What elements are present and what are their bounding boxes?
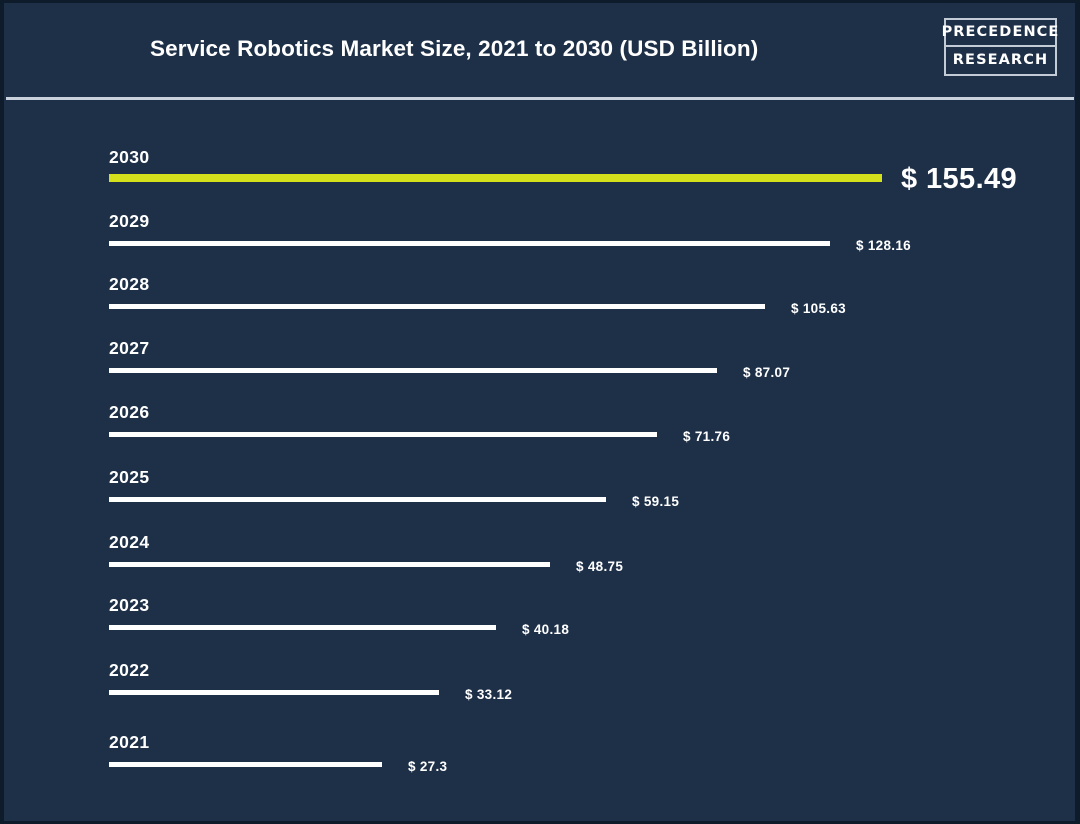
bar-value-label-2024: $ 48.75 <box>576 559 624 574</box>
bar-2030 <box>109 174 882 182</box>
bar-category-label-2023: 2023 <box>109 595 150 615</box>
chart-header: Service Robotics Market Size, 2021 to 20… <box>4 3 1076 95</box>
bar-group-2026: 2026 $ 71.76 <box>4 397 1076 444</box>
bar-category-label-2029: 2029 <box>109 211 150 231</box>
bar-category-label-2030: 2030 <box>109 147 150 167</box>
bar-2025 <box>109 497 606 502</box>
bar-category-label-2024: 2024 <box>109 532 150 552</box>
bar-chart-plot-area: 2030 $ 155.49 2029 $ 128.16 2028 $ 105.63 2027… <box>4 100 1076 820</box>
bar-category-label-2026: 2026 <box>109 402 150 422</box>
bar-2022 <box>109 690 439 695</box>
bar-value-label-2029: $ 128.16 <box>856 238 911 253</box>
bar-2029 <box>109 241 830 246</box>
bar-value-label-2021: $ 27.3 <box>408 759 448 774</box>
bar-value-label-2028: $ 105.63 <box>791 301 846 316</box>
logo-line-research: RESEARCH <box>952 52 1049 69</box>
bar-2028 <box>109 304 765 309</box>
bar-2026 <box>109 432 657 437</box>
bar-group-2029: 2029 $ 128.16 <box>4 206 1076 253</box>
bar-2021 <box>109 762 382 767</box>
bar-group-2021: 2021 $ 27.3 <box>4 727 1076 774</box>
bar-group-2024: 2024 $ 48.75 <box>4 527 1076 574</box>
bar-category-label-2021: 2021 <box>109 732 150 752</box>
bar-value-label-2026: $ 71.76 <box>683 429 731 444</box>
bar-2023 <box>109 625 496 630</box>
page-title: Service Robotics Market Size, 2021 to 20… <box>150 36 759 61</box>
bar-value-label-2025: $ 59.15 <box>632 494 680 509</box>
precedence-research-logo: PRECEDENCE RESEARCH <box>942 18 1058 76</box>
bar-2024 <box>109 562 550 567</box>
bar-group-2022: 2022 $ 33.12 <box>4 655 1076 702</box>
bar-value-label-2030: $ 155.49 <box>901 163 1018 195</box>
bar-value-label-2027: $ 87.07 <box>743 365 791 380</box>
bar-value-label-2023: $ 40.18 <box>522 622 570 637</box>
bar-group-2030: 2030 $ 155.49 <box>4 142 1076 195</box>
logo-line-precedence: PRECEDENCE <box>942 20 1058 47</box>
bar-value-label-2022: $ 33.12 <box>465 687 513 702</box>
bar-category-label-2028: 2028 <box>109 274 150 294</box>
header-divider <box>6 97 1074 100</box>
bar-2027 <box>109 368 717 373</box>
bar-category-label-2022: 2022 <box>109 660 150 680</box>
bar-group-2025: 2025 $ 59.15 <box>4 462 1076 509</box>
bar-group-2023: 2023 $ 40.18 <box>4 590 1076 637</box>
bar-group-2028: 2028 $ 105.63 <box>4 269 1076 316</box>
bar-category-label-2027: 2027 <box>109 338 150 358</box>
bar-category-label-2025: 2025 <box>109 467 150 487</box>
bar-group-2027: 2027 $ 87.07 <box>4 333 1076 380</box>
